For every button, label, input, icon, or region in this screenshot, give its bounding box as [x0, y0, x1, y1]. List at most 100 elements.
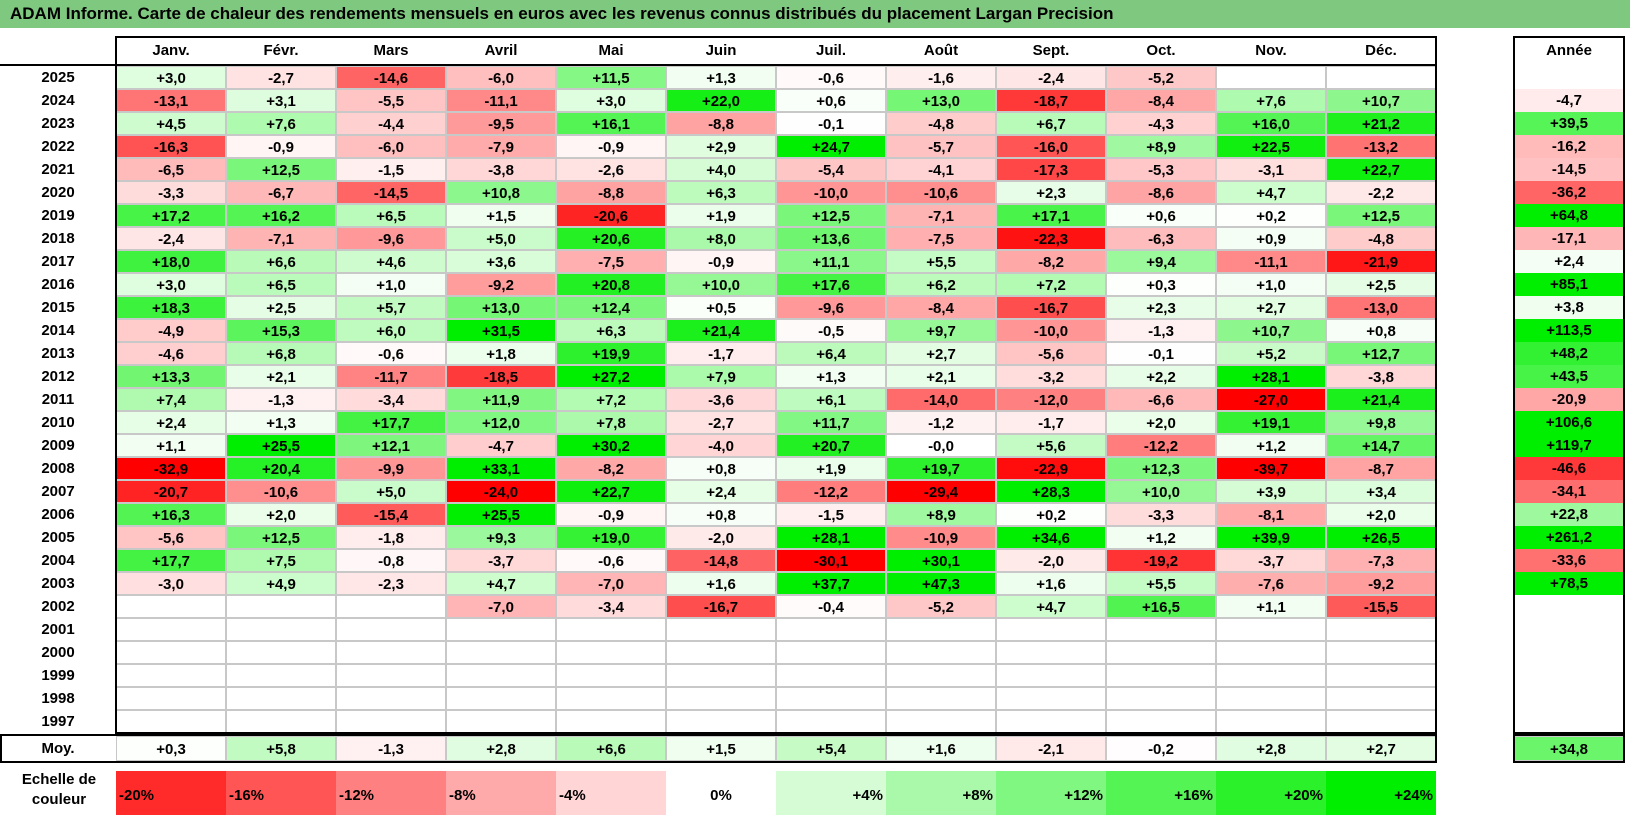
column-header: Nov.: [1255, 42, 1287, 59]
chart-title: ADAM Informe. Carte de chaleur des rende…: [0, 0, 1630, 28]
heatmap-cell: +7,8: [556, 411, 666, 434]
heatmap-cell: +15,3: [226, 319, 336, 342]
legend-title: Echelle de couleur: [21, 771, 97, 808]
heatmap-cell: -9,5: [446, 112, 556, 135]
heatmap-cell: +6,6: [226, 250, 336, 273]
heatmap-cell: [776, 641, 886, 664]
heatmap-cell: -3,7: [1216, 549, 1326, 572]
heatmap-cell: [666, 664, 776, 687]
heatmap-cell: [446, 641, 556, 664]
heatmap-cell: [1106, 710, 1216, 733]
row-year-label: 2013: [41, 345, 75, 362]
heatmap-cell: -6,7: [226, 181, 336, 204]
heatmap-cell: [996, 710, 1106, 733]
row-year-label: 1997: [41, 713, 75, 730]
heatmap-cell: [886, 710, 996, 733]
average-cell: +2,7: [1326, 736, 1436, 761]
heatmap-cell: +37,7: [776, 572, 886, 595]
heatmap-cell: +1,1: [116, 434, 226, 457]
heatmap-cell: +27,2: [556, 365, 666, 388]
legend-swatch: -12%: [336, 771, 446, 815]
heatmap-cell: +12,5: [226, 526, 336, 549]
heatmap-cell: -32,9: [116, 457, 226, 480]
heatmap-cell: -3,3: [1106, 503, 1216, 526]
legend-swatch: 0%: [666, 771, 776, 815]
heatmap-cell: -6,0: [336, 135, 446, 158]
heatmap-cell: -3,8: [1326, 365, 1436, 388]
annual-cell: +43,5: [1514, 365, 1624, 388]
heatmap-cell: +13,3: [116, 365, 226, 388]
heatmap-cell: -10,9: [886, 526, 996, 549]
heatmap-cell: +3,1: [226, 89, 336, 112]
heatmap-cell: -2,2: [1326, 181, 1436, 204]
heatmap-cell: +12,4: [556, 296, 666, 319]
heatmap-cell: [996, 641, 1106, 664]
column-header: Déc.: [1365, 42, 1397, 59]
heatmap-cell: -0,0: [886, 434, 996, 457]
heatmap-cell: +6,2: [886, 273, 996, 296]
heatmap-cell: [996, 664, 1106, 687]
heatmap-cell: +10,7: [1326, 89, 1436, 112]
heatmap-cell: -17,3: [996, 158, 1106, 181]
heatmap-cell: +5,7: [336, 296, 446, 319]
row-year-label: 2002: [41, 598, 75, 615]
average-cell: -0,2: [1106, 736, 1216, 761]
heatmap-cell: -16,3: [116, 135, 226, 158]
average-cell: +2,8: [1216, 736, 1326, 761]
heatmap-cell: +2,5: [1326, 273, 1436, 296]
heatmap-cell: +12,5: [226, 158, 336, 181]
heatmap-cell: -5,2: [1106, 66, 1216, 89]
heatmap-cell: -11,7: [336, 365, 446, 388]
annual-cell: -14,5: [1514, 158, 1624, 181]
heatmap-cell: [336, 618, 446, 641]
average-cell: -2,1: [996, 736, 1106, 761]
heatmap-cell: -7,0: [556, 572, 666, 595]
heatmap-cell: -6,6: [1106, 388, 1216, 411]
heatmap-cell: [1326, 687, 1436, 710]
heatmap-cell: -7,9: [446, 135, 556, 158]
heatmap-cell: -10,0: [776, 181, 886, 204]
heatmap-cell: -7,5: [886, 227, 996, 250]
average-cell: +6,6: [556, 736, 666, 761]
heatmap-cell: -1,5: [336, 158, 446, 181]
heatmap-cell: -11,1: [446, 89, 556, 112]
heatmap-cell: [1216, 618, 1326, 641]
heatmap-cell: -3,8: [446, 158, 556, 181]
heatmap-cell: -24,0: [446, 480, 556, 503]
heatmap-cell: +14,7: [1326, 434, 1436, 457]
heatmap-cell: +20,8: [556, 273, 666, 296]
heatmap-cell: +6,0: [336, 319, 446, 342]
heatmap-cell: -3,6: [666, 388, 776, 411]
heatmap-cell: -12,2: [1106, 434, 1216, 457]
heatmap-cell: -15,5: [1326, 595, 1436, 618]
heatmap-cell: [446, 618, 556, 641]
row-year-label: 2003: [41, 575, 75, 592]
heatmap-cell: -3,3: [116, 181, 226, 204]
heatmap-cell: -0,8: [336, 549, 446, 572]
heatmap-cell: +6,8: [226, 342, 336, 365]
heatmap-cell: +30,2: [556, 434, 666, 457]
heatmap-cell: +0,3: [1106, 273, 1216, 296]
heatmap-cell: -14,8: [666, 549, 776, 572]
row-year-label: 2020: [41, 184, 75, 201]
heatmap-cell: +19,7: [886, 457, 996, 480]
year-column-header: Année: [1546, 42, 1592, 59]
heatmap-cell: -2,7: [666, 411, 776, 434]
heatmap-cell: +7,5: [226, 549, 336, 572]
heatmap-cell: [226, 641, 336, 664]
heatmap-cell: [556, 710, 666, 733]
heatmap-cell: +33,1: [446, 457, 556, 480]
heatmap-cell: [1326, 66, 1436, 89]
heatmap-cell: +1,3: [776, 365, 886, 388]
heatmap-cell: -5,6: [116, 526, 226, 549]
heatmap-cell: [446, 687, 556, 710]
heatmap-cell: +1,3: [666, 66, 776, 89]
heatmap-cell: -4,3: [1106, 112, 1216, 135]
legend-swatch: +20%: [1216, 771, 1326, 815]
heatmap-cell: +16,2: [226, 204, 336, 227]
heatmap-cell: -0,6: [776, 66, 886, 89]
heatmap-cell: [336, 687, 446, 710]
legend-swatch: -16%: [226, 771, 336, 815]
heatmap-cell: +7,2: [556, 388, 666, 411]
annual-cell: [1514, 66, 1624, 89]
